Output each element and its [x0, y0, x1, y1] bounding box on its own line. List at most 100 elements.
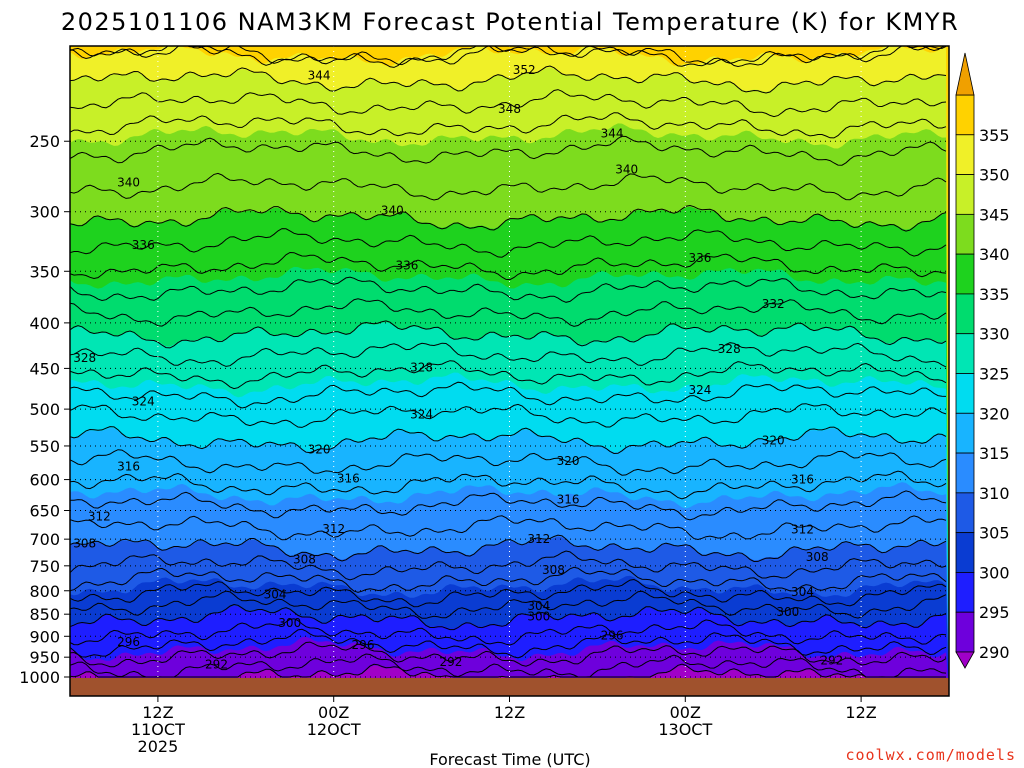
colorbar-label-295: 295: [979, 603, 1010, 622]
contour-290: [70, 663, 946, 678]
contour-326: [70, 360, 947, 390]
contour-324: [70, 381, 947, 409]
contour-label-10: 304: [527, 599, 550, 613]
color-fill-bands: [70, 46, 949, 696]
contour-label-11: 304: [791, 585, 814, 599]
colorbar: 290 295 300 305 310 315 320 325 330 335 340 345 350 3…: [955, 52, 1010, 669]
contour-label-5: 296: [601, 628, 624, 642]
colorbar-seg-3: [955, 532, 975, 573]
contour-label-32: 328: [718, 342, 741, 356]
x-tick-label-18-1: 12OCT: [307, 720, 361, 739]
contour-298: [70, 618, 947, 646]
contour-label-21: 316: [337, 471, 360, 485]
contour-label-38: 340: [381, 203, 404, 217]
contour-label-33: 332: [762, 297, 785, 311]
colorbar-label-355: 355: [979, 126, 1010, 145]
colorbar-seg-9: [955, 293, 975, 335]
contour-label-1: 292: [439, 655, 462, 669]
contour-342: [70, 172, 947, 201]
x-tick-label-42-0: 00Z: [670, 703, 701, 722]
contour-label-36: 336: [688, 251, 711, 265]
contour-label-34: 336: [132, 238, 155, 252]
contour-label-27: 324: [132, 394, 155, 408]
colorbar-label-350: 350: [979, 166, 1010, 185]
y-tick-label-850: 850: [29, 605, 60, 624]
colorbar-seg-7: [955, 373, 975, 414]
contour-label-22: 316: [557, 493, 580, 507]
colorbar-seg-8: [955, 333, 975, 374]
chart-title: 2025101106 NAM3KM Forecast Potential Tem…: [61, 8, 959, 36]
colorbar-label-330: 330: [979, 325, 1010, 344]
contour-label-16: 312: [88, 509, 111, 523]
colorbar-label-300: 300: [979, 563, 1010, 582]
contour-label-8: 300: [776, 605, 799, 619]
contour-344: [70, 135, 947, 166]
colorbar-label-310: 310: [979, 484, 1010, 503]
x-axis-label: Forecast Time (UTC): [429, 750, 590, 768]
contour-label-30: 328: [73, 351, 96, 365]
contour-314: [70, 490, 947, 521]
y-tick-label-600: 600: [29, 471, 60, 490]
contour-label-43: 352: [513, 63, 536, 77]
contour-label-23: 316: [791, 473, 814, 487]
contour-352: [70, 46, 947, 68]
x-tick-label-6-0: 12Z: [142, 703, 173, 722]
contour-label-3: 296: [117, 635, 140, 649]
colorbar-seg-2: [955, 572, 975, 613]
contour-label-28: 324: [410, 407, 433, 421]
y-tick-label-1000: 1000: [19, 668, 60, 687]
colorbar-seg-6: [955, 412, 975, 454]
contour-label-24: 320: [308, 442, 331, 456]
x-tick-label-42-1: 13OCT: [658, 720, 712, 739]
contour-332: [70, 298, 947, 327]
colorbar-label-315: 315: [979, 444, 1010, 463]
contour-label-7: 300: [527, 609, 550, 623]
terrain-ground: [70, 678, 949, 696]
x-tick-label-6-1: 11OCT: [131, 720, 185, 739]
x-tick-label-6-2: 2025: [138, 737, 179, 756]
colorbar-label-290: 290: [979, 643, 1010, 662]
contour-340: [70, 204, 947, 232]
contour-lines: [70, 46, 947, 678]
contour-338: [70, 228, 947, 258]
y-tick-label-750: 750: [29, 557, 60, 576]
y-axis: 250 300 350 400 450 500 550 600 650 700 750 800 850 9…: [19, 132, 70, 687]
y-tick-label-950: 950: [29, 648, 60, 667]
contour-322: [70, 403, 947, 428]
contour-label-6: 300: [278, 616, 301, 630]
credit-text[interactable]: coolwx.com/models: [845, 746, 1016, 764]
x-tick-label-30-0: 12Z: [494, 703, 525, 722]
colorbar-seg-10: [955, 253, 975, 295]
contour-334: [70, 276, 947, 303]
colorbar-label-325: 325: [979, 365, 1010, 384]
y-tick-label-500: 500: [29, 400, 60, 419]
colorbar-label-335: 335: [979, 285, 1010, 304]
colorbar-label-340: 340: [979, 245, 1010, 264]
y-tick-label-550: 550: [29, 437, 60, 456]
contour-346: [70, 112, 947, 139]
contour-308: [70, 550, 947, 581]
contour-304: [70, 578, 947, 608]
contour-label-14: 308: [542, 563, 565, 577]
contour-348: [70, 89, 947, 118]
colorbar-seg-1: [955, 611, 975, 653]
contour-label-12: 308: [73, 537, 96, 551]
x-tick-label-54-0: 12Z: [845, 703, 876, 722]
contour-label-0: 292: [205, 657, 228, 671]
colorbar-seg-11: [955, 213, 975, 255]
y-tick-label-300: 300: [29, 203, 60, 222]
colorbar-label-345: 345: [979, 205, 1010, 224]
contour-316: [70, 470, 947, 500]
contour-label-19: 312: [791, 523, 814, 537]
contour-label-9: 304: [264, 588, 287, 602]
colorbar-label-320: 320: [979, 404, 1010, 423]
contour-318: [70, 449, 947, 476]
contour-label-2: 292: [820, 653, 843, 667]
contour-label-15: 308: [806, 550, 829, 564]
contour-296: [70, 628, 947, 659]
contour-310: [70, 534, 947, 563]
contour-label-31: 328: [410, 361, 433, 375]
contour-label-42: 348: [498, 102, 521, 116]
